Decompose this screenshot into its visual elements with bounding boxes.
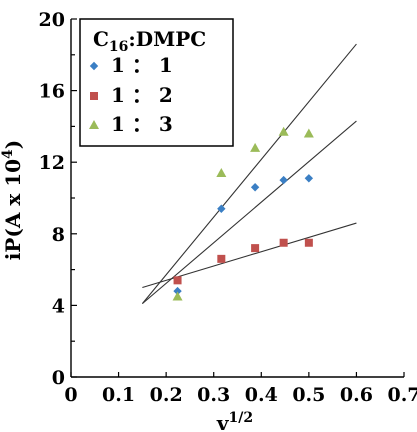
x-tick-label: 0.5 — [292, 384, 325, 406]
y-tick-label: 0 — [52, 367, 65, 389]
legend-box — [79, 18, 234, 147]
data-point — [279, 175, 288, 185]
x-tick-label: 0.7 — [387, 384, 417, 406]
x-tick-label: 0.3 — [197, 384, 230, 406]
fit-line — [141, 43, 357, 304]
legend-label: 1 ： 1 — [111, 53, 173, 77]
data-point — [173, 286, 182, 296]
y-tick-label: 12 — [39, 152, 65, 174]
x-tick-label: 0 — [64, 384, 77, 406]
data-point — [303, 128, 314, 138]
y-axis-title: iP(A x 104) — [0, 140, 25, 261]
legend-label: 1 ： 3 — [111, 112, 173, 136]
x-tick-label: 0.4 — [245, 384, 278, 406]
y-tick-label: 16 — [39, 81, 65, 103]
legend-marker — [89, 120, 99, 129]
data-point — [217, 204, 226, 213]
data-point — [250, 142, 261, 152]
legend-title: C16:DMPC — [93, 27, 206, 55]
fit-line — [142, 120, 357, 305]
legend-label: 1 ： 2 — [111, 83, 173, 107]
legend-entries: 1 ： 1 1 ： 2 1 ： 3 — [89, 53, 173, 136]
x-axis-title: v1/2 — [216, 410, 253, 432]
data-point — [250, 183, 260, 192]
data-point — [278, 126, 289, 136]
data-point — [304, 238, 313, 247]
legend-marker — [90, 92, 98, 100]
data-point — [304, 174, 314, 183]
y-tick-label: 4 — [52, 295, 65, 317]
axes-layer: 0 4 8 12 16 20 0 0.1 0.2 0.3 0.4 0.5 0.6 0.7 — [39, 9, 417, 406]
data-points — [172, 126, 314, 301]
data-point — [172, 291, 183, 301]
x-tick-label: 0.2 — [150, 384, 183, 406]
y-tick-label: 8 — [52, 224, 65, 246]
x-tick-label: 0.1 — [102, 384, 135, 406]
legend: C16:DMPC 1 ： 1 1 ： 2 1 ： 3 — [79, 18, 234, 147]
data-point — [217, 254, 226, 263]
data-point — [216, 167, 227, 177]
data-point — [251, 244, 260, 253]
legend-marker — [89, 61, 99, 71]
data-point — [279, 238, 288, 247]
y-tick-label: 20 — [39, 9, 65, 31]
data-point — [173, 276, 182, 285]
x-tick-label: 0.6 — [340, 384, 373, 406]
